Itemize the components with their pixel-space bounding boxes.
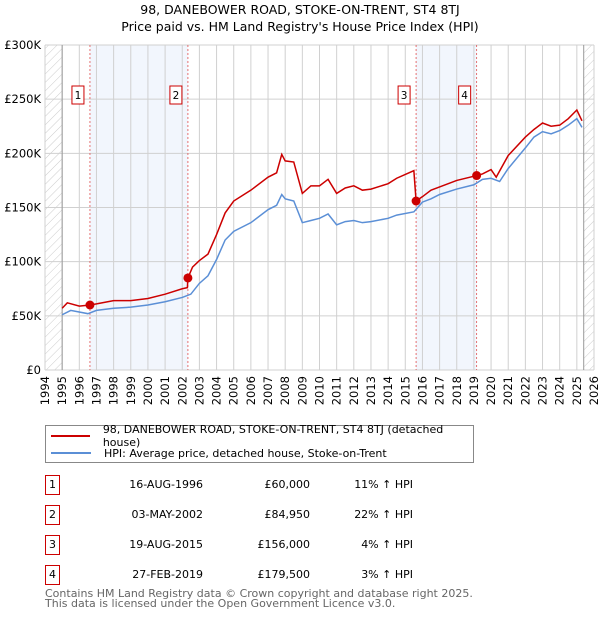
x-tick-label: 2025 <box>570 376 584 405</box>
sale-price: £179,500 <box>257 568 311 581</box>
sale-label-box <box>397 85 411 105</box>
x-tick-label: 2015 <box>398 376 412 405</box>
table-row: 2 03-MAY-2002 £84,950 22% ↑ HPI <box>45 505 465 525</box>
x-tick-label: 2014 <box>381 376 395 405</box>
sale-marker-badge: 4 <box>45 565 60 585</box>
x-tick-label: 2020 <box>484 376 498 405</box>
x-tick-label: 2007 <box>261 376 275 405</box>
legend-label: 98, DANEBOWER ROAD, STOKE-ON-TRENT, ST4 … <box>102 423 444 449</box>
sale-price: £60,000 <box>264 478 311 491</box>
sale-label: 1 <box>75 90 82 102</box>
x-tick-label: 2001 <box>158 376 172 405</box>
table-row: 1 16-AUG-1996 £60,000 11% ↑ HPI <box>45 475 465 495</box>
x-tick-label: 1994 <box>38 376 52 405</box>
x-tick-label: 2002 <box>175 376 189 405</box>
sale-point <box>183 273 193 283</box>
x-tick-label: 2024 <box>553 376 567 405</box>
x-tick-label: 2004 <box>210 376 224 405</box>
x-tick-label: 2000 <box>141 376 155 405</box>
sale-label-box <box>71 85 85 105</box>
y-tick-label: £200K <box>4 146 41 160</box>
hpi-diff: 3% ↑ HPI <box>361 568 413 581</box>
x-tick-label: 2019 <box>467 376 481 405</box>
sale-date: 19-AUG-2015 <box>129 538 203 551</box>
x-tick-label: 1995 <box>55 376 69 405</box>
y-tick-label: £100K <box>4 255 41 269</box>
x-tick-label: 2009 <box>295 376 309 405</box>
x-tick-label: 2010 <box>313 376 327 405</box>
attribution-line2: This data is licensed under the Open Gov… <box>45 597 396 610</box>
x-tick-label: 2008 <box>278 376 292 405</box>
x-tick-label: 2011 <box>330 376 344 405</box>
x-tick-label: 2005 <box>227 376 241 405</box>
chart-title-line2: Price paid vs. HM Land Registry's House … <box>121 19 479 34</box>
sale-date: 16-AUG-1996 <box>129 478 203 491</box>
sale-marker-badge: 1 <box>45 475 60 495</box>
y-tick-label: £150K <box>4 201 41 215</box>
hpi-diff: 22% ↑ HPI <box>354 508 413 521</box>
property-price-line <box>61 108 583 309</box>
sale-price: £156,000 <box>257 538 311 551</box>
legend-swatch-red <box>51 435 90 437</box>
x-tick-label: 2016 <box>415 376 429 405</box>
legend-label: HPI: Average price, detached house, Stok… <box>104 446 387 460</box>
y-tick-label: £300K <box>4 38 41 52</box>
y-tick-label: £250K <box>4 92 41 106</box>
sale-price: £84,950 <box>264 508 311 521</box>
attribution-line1: Contains HM Land Registry data © Crown c… <box>45 587 473 600</box>
x-tick-label: 2003 <box>192 376 206 405</box>
x-tick-label: 2022 <box>518 376 532 405</box>
price-chart: 1994 1995 1996 1997 1998 1999 2000 2001 2002 2003… <box>4 38 600 405</box>
x-tick-label: 1999 <box>124 376 138 405</box>
sale-marker-badge: 3 <box>45 535 60 555</box>
sale-label-box <box>169 85 183 105</box>
legend: 98, DANEBOWER ROAD, STOKE-ON-TRENT, ST4 … <box>45 423 474 463</box>
x-tick-label: 2017 <box>433 376 447 405</box>
legend-swatch-blue <box>51 452 91 454</box>
hpi-line <box>61 117 583 316</box>
x-tick-label: 2013 <box>364 376 378 405</box>
x-tick-label: 2026 <box>587 376 600 405</box>
table-row: 3 19-AUG-2015 £156,000 4% ↑ HPI <box>45 535 465 555</box>
y-tick-label: £0 <box>26 363 41 377</box>
x-tick-label: 2021 <box>501 376 515 405</box>
sale-marker-badge: 2 <box>45 505 60 525</box>
sale-point <box>411 196 421 206</box>
legend-item-hpi: HPI: Average price, detached house, Stok… <box>51 445 387 461</box>
x-tick-label: 2018 <box>450 376 464 405</box>
sale-date: 03-MAY-2002 <box>131 508 203 521</box>
chart-title-line1: 98, DANEBOWER ROAD, STOKE-ON-TRENT, ST4 … <box>140 2 460 17</box>
hpi-diff: 4% ↑ HPI <box>361 538 413 551</box>
x-tick-label: 2006 <box>244 376 258 405</box>
legend-item-property: 98, DANEBOWER ROAD, STOKE-ON-TRENT, ST4 … <box>51 423 473 449</box>
y-tick-label: £50K <box>12 309 42 323</box>
table-row: 4 27-FEB-2019 £179,500 3% ↑ HPI <box>45 565 465 585</box>
sale-label: 2 <box>173 90 180 102</box>
attribution: Contains HM Land Registry data © Crown c… <box>45 587 473 610</box>
x-tick-label: 1996 <box>72 376 86 405</box>
sale-point <box>472 171 482 181</box>
sale-date: 27-FEB-2019 <box>132 568 203 581</box>
x-tick-label: 1998 <box>107 376 121 405</box>
sale-label: 4 <box>461 90 468 102</box>
x-tick-label: 2023 <box>536 376 550 405</box>
sale-label: 3 <box>401 90 408 102</box>
sale-point <box>85 300 95 310</box>
hpi-diff: 11% ↑ HPI <box>354 478 413 491</box>
x-tick-label: 1997 <box>89 376 103 405</box>
sale-label-box <box>458 85 472 105</box>
x-tick-label: 2012 <box>347 376 361 405</box>
